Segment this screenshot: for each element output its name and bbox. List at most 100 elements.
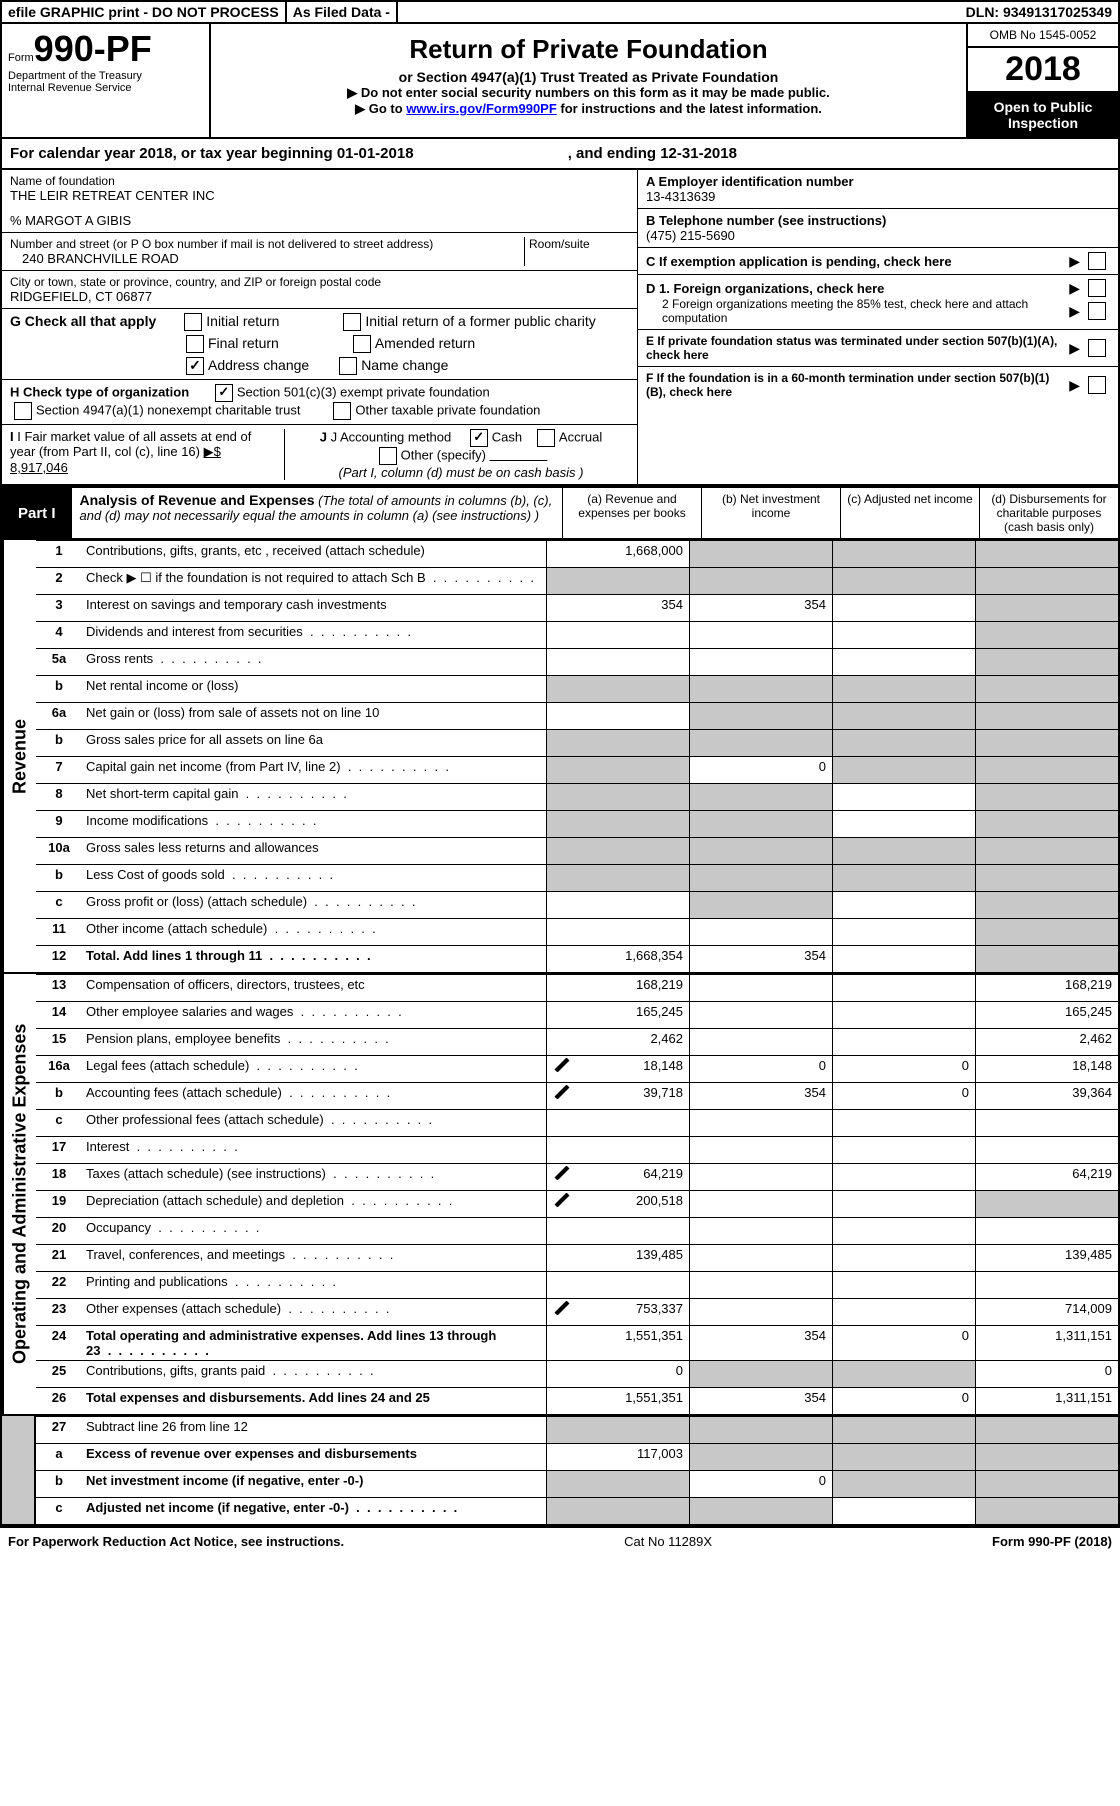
col-b-hdr: (b) Net investment income [701, 488, 840, 538]
h-label: H Check type of organization [10, 384, 189, 399]
foundation-name: THE LEIR RETREAT CENTER INC [10, 188, 629, 203]
revenue-vlabel: Revenue [2, 540, 36, 972]
line-num: b [36, 676, 82, 702]
line-desc: Other income (attach schedule) [82, 919, 546, 945]
line-20: 20Occupancy [36, 1217, 1118, 1244]
col-a: 117,003 [546, 1444, 689, 1470]
chk-other-tax[interactable] [333, 402, 351, 420]
col-d [975, 703, 1118, 729]
footer-mid: Cat No 11289X [624, 1534, 712, 1549]
chk-f[interactable] [1088, 376, 1106, 394]
col-a [546, 892, 689, 918]
col-a [546, 676, 689, 702]
line-num: 20 [36, 1218, 82, 1244]
chk-c[interactable] [1088, 252, 1106, 270]
col-c [832, 676, 975, 702]
bottom-spacer [2, 1416, 36, 1524]
lbl-amended: Amended return [375, 335, 475, 353]
chk-accrual[interactable] [537, 429, 555, 447]
chk-initial[interactable] [184, 313, 202, 331]
line-desc: Interest [82, 1137, 546, 1163]
chk-d1[interactable] [1088, 279, 1106, 297]
col-a: 165,245 [546, 1002, 689, 1028]
col-b: 354 [689, 1083, 832, 1109]
col-b [689, 1299, 832, 1325]
cal-mid: , and ending [568, 145, 661, 162]
chk-4947[interactable] [14, 402, 32, 420]
col-b [689, 1245, 832, 1271]
col-a [546, 568, 689, 594]
chk-cash[interactable]: ✓ [470, 429, 488, 447]
line-8: 8Net short-term capital gain [36, 783, 1118, 810]
lbl-accrual: Accrual [559, 429, 602, 444]
col-b [689, 730, 832, 756]
line-desc: Legal fees (attach schedule) [82, 1056, 546, 1082]
chk-namechg[interactable] [339, 357, 357, 375]
attachment-icon[interactable] [553, 1166, 571, 1183]
chk-initial-former[interactable] [343, 313, 361, 331]
col-d [975, 1498, 1118, 1524]
line-21: 21Travel, conferences, and meetings139,4… [36, 1244, 1118, 1271]
col-b [689, 838, 832, 864]
irs-link[interactable]: www.irs.gov/Form990PF [406, 101, 557, 116]
line-desc: Capital gain net income (from Part IV, l… [82, 757, 546, 783]
line-desc: Gross profit or (loss) (attach schedule) [82, 892, 546, 918]
col-c [832, 1164, 975, 1190]
line-num: 16a [36, 1056, 82, 1082]
line-b: bAccounting fees (attach schedule)39,718… [36, 1082, 1118, 1109]
col-a: 0 [546, 1361, 689, 1387]
part1-tag: Part I [2, 488, 72, 538]
col-c [832, 1191, 975, 1217]
col-b [689, 1137, 832, 1163]
attachment-icon[interactable] [553, 1058, 571, 1075]
col-d [975, 649, 1118, 675]
expense-rows: 13Compensation of officers, directors, t… [36, 974, 1118, 1414]
line-num: 27 [36, 1417, 82, 1443]
line-desc: Compensation of officers, directors, tru… [82, 975, 546, 1001]
line-num: b [36, 1083, 82, 1109]
col-d [975, 811, 1118, 837]
line-c: cOther professional fees (attach schedul… [36, 1109, 1118, 1136]
attachment-icon[interactable] [553, 1193, 571, 1210]
line-12: 12Total. Add lines 1 through 111,668,354… [36, 945, 1118, 972]
col-d: 165,245 [975, 1002, 1118, 1028]
line-num: b [36, 865, 82, 891]
col-b [689, 975, 832, 1001]
chk-e[interactable] [1088, 339, 1106, 357]
lbl-initial: Initial return [206, 313, 279, 331]
col-d: 64,219 [975, 1164, 1118, 1190]
col-d: 39,364 [975, 1083, 1118, 1109]
bottom-rows: 27Subtract line 26 from line 12aExcess o… [36, 1416, 1118, 1524]
chk-address[interactable]: ✓ [186, 357, 204, 375]
expense-vlabel: Operating and Administrative Expenses [2, 974, 36, 1414]
line-26: 26Total expenses and disbursements. Add … [36, 1387, 1118, 1414]
col-d [975, 784, 1118, 810]
col-d: 2,462 [975, 1029, 1118, 1055]
col-d [975, 946, 1118, 972]
col-b: 354 [689, 946, 832, 972]
line-desc: Accounting fees (attach schedule) [82, 1083, 546, 1109]
attachment-icon[interactable] [553, 1301, 571, 1318]
e-label: E If private foundation status was termi… [646, 334, 1065, 362]
chk-d2[interactable] [1088, 302, 1106, 320]
line-desc: Total. Add lines 1 through 11 [82, 946, 546, 972]
chk-501c3[interactable]: ✓ [215, 384, 233, 402]
col-c [832, 892, 975, 918]
phone-value: (475) 215-5690 [646, 228, 1110, 243]
col-a: 200,518 [546, 1191, 689, 1217]
chk-other-method[interactable] [379, 447, 397, 465]
col-a [546, 838, 689, 864]
col-d [975, 1218, 1118, 1244]
col-d [975, 1191, 1118, 1217]
attachment-icon[interactable] [553, 1085, 571, 1102]
line-num: 23 [36, 1299, 82, 1325]
col-d [975, 730, 1118, 756]
chk-amended[interactable] [353, 335, 371, 353]
col-a: 64,219 [546, 1164, 689, 1190]
line-10a: 10aGross sales less returns and allowanc… [36, 837, 1118, 864]
col-a [546, 865, 689, 891]
line-6a: 6aNet gain or (loss) from sale of assets… [36, 702, 1118, 729]
col-a: 18,148 [546, 1056, 689, 1082]
line-num: 11 [36, 919, 82, 945]
chk-final[interactable] [186, 335, 204, 353]
